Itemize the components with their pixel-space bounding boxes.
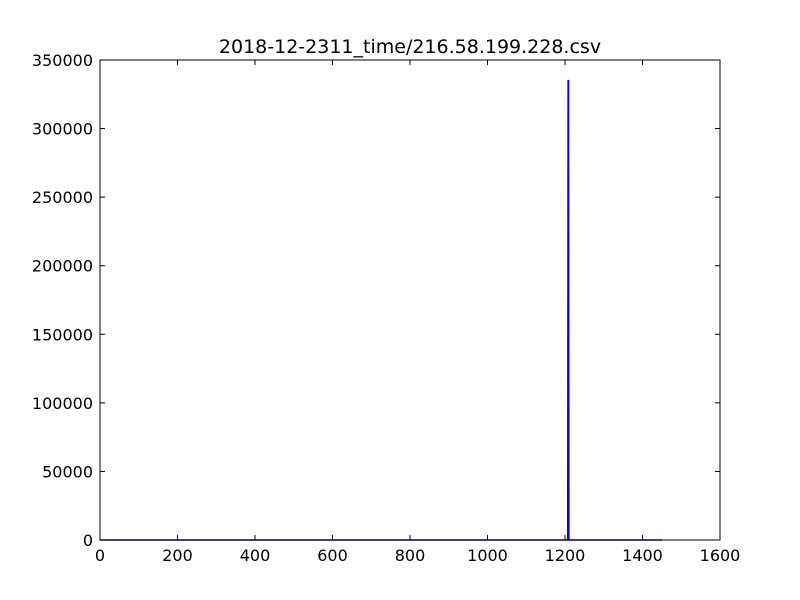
x-tick-label: 800 xyxy=(395,546,426,565)
y-tick-label: 50000 xyxy=(42,462,93,481)
chart-title: 2018-12-2311_time/216.58.199.228.csv xyxy=(219,36,601,58)
y-tick-label: 300000 xyxy=(32,120,93,139)
x-tick-label: 1200 xyxy=(545,546,586,565)
x-tick-label: 1000 xyxy=(467,546,508,565)
y-tick-label: 250000 xyxy=(32,188,93,207)
y-axis: 0 50000 100000 150000 200000 250000 300000 3500… xyxy=(32,51,720,550)
y-tick-label: 150000 xyxy=(32,325,93,344)
x-tick-label: 400 xyxy=(240,546,271,565)
y-tick-label: 0 xyxy=(83,531,93,550)
y-tick-label: 350000 xyxy=(32,51,93,70)
x-tick-label: 600 xyxy=(317,546,348,565)
y-tick-label: 200000 xyxy=(32,257,93,276)
y-tick-label: 100000 xyxy=(32,394,93,413)
x-axis: 0 200 400 600 800 1000 1200 1400 1600 xyxy=(95,60,740,565)
x-tick-label: 200 xyxy=(162,546,193,565)
x-tick-label: 0 xyxy=(95,546,105,565)
x-tick-label: 1400 xyxy=(622,546,663,565)
x-tick-label: 1600 xyxy=(700,546,741,565)
